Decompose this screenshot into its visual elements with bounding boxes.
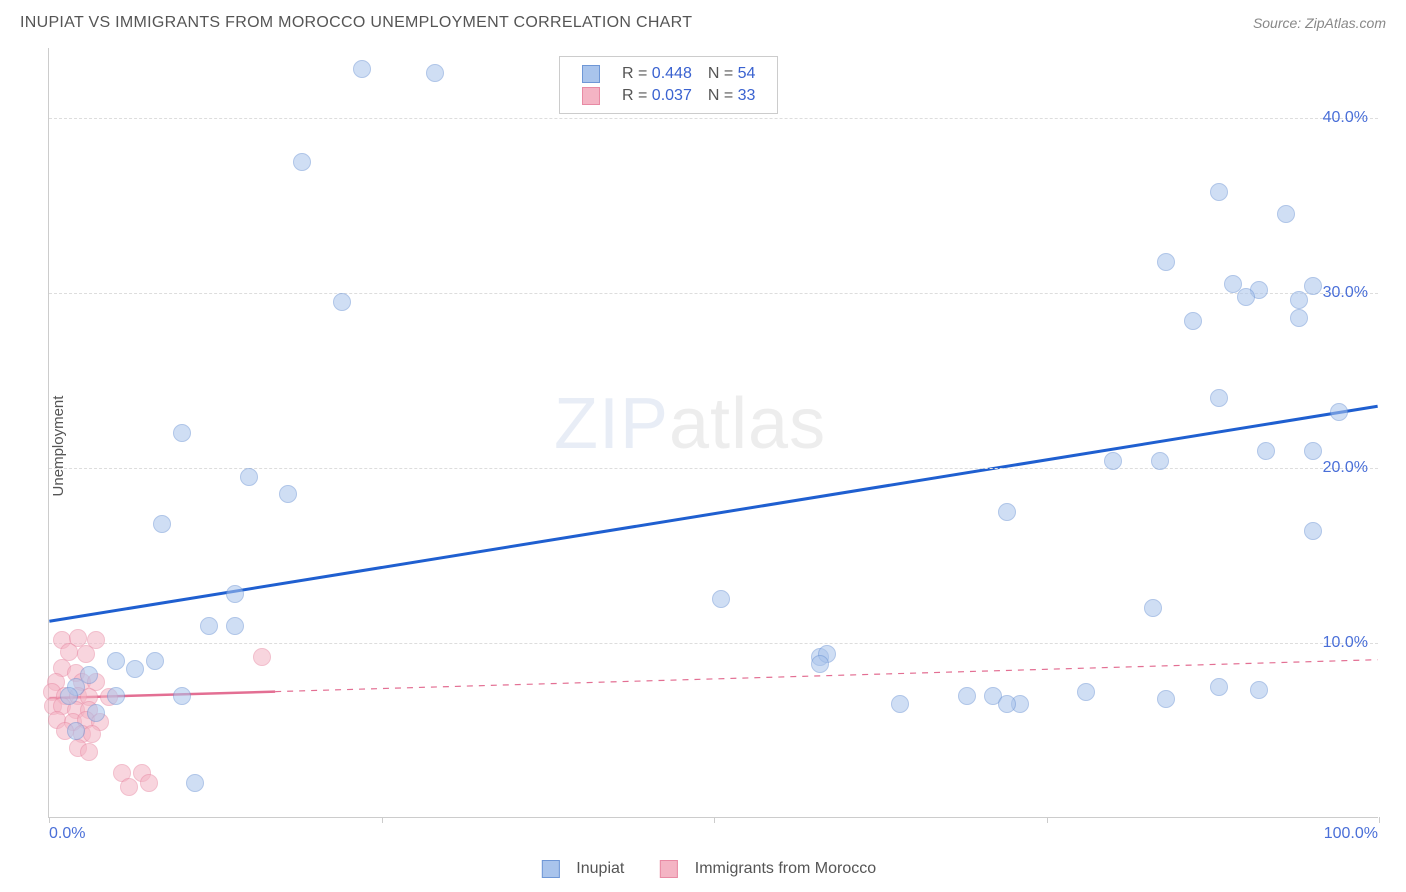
y-tick-label: 20.0% (1323, 459, 1368, 477)
x-tick (49, 817, 50, 823)
gridline (49, 118, 1378, 119)
gridline (49, 643, 1378, 644)
x-tick-label: 100.0% (1324, 825, 1378, 843)
scatter-point (1290, 309, 1308, 327)
scatter-point (1210, 678, 1228, 696)
trend-line (49, 406, 1377, 621)
scatter-point (67, 722, 85, 740)
legend-item: Immigrants from Morocco (648, 860, 876, 877)
scatter-point (1330, 403, 1348, 421)
x-tick (1047, 817, 1048, 823)
scatter-point (1144, 599, 1162, 617)
scatter-point (146, 652, 164, 670)
y-tick-label: 30.0% (1323, 284, 1368, 302)
scatter-point (1157, 253, 1175, 271)
plot-area: ZIPatlas R = 0.448 N = 54 R = 0.037 N = … (48, 48, 1378, 818)
x-tick (1379, 817, 1380, 823)
scatter-point (107, 652, 125, 670)
scatter-point (153, 515, 171, 533)
scatter-point (279, 485, 297, 503)
trend-lines-layer (49, 48, 1378, 817)
scatter-point (173, 424, 191, 442)
gridline (49, 293, 1378, 294)
scatter-point (226, 585, 244, 603)
scatter-point (1151, 452, 1169, 470)
scatter-point (173, 687, 191, 705)
scatter-point (107, 687, 125, 705)
legend-table: R = 0.448 N = 54 R = 0.037 N = 33 (574, 63, 763, 107)
scatter-point (1290, 291, 1308, 309)
scatter-point (77, 645, 95, 663)
legend-item: Inupiat (530, 860, 624, 877)
source-label: Source: ZipAtlas.com (1253, 15, 1386, 31)
scatter-point (333, 293, 351, 311)
scatter-point (1277, 205, 1295, 223)
y-tick-label: 40.0% (1323, 109, 1368, 127)
scatter-point (712, 590, 730, 608)
scatter-point (1250, 681, 1268, 699)
scatter-point (1304, 442, 1322, 460)
x-tick (714, 817, 715, 823)
scatter-point (1077, 683, 1095, 701)
x-tick (382, 817, 383, 823)
correlation-legend: R = 0.448 N = 54 R = 0.037 N = 33 (559, 56, 778, 114)
scatter-point (87, 704, 105, 722)
series-legend: Inupiat Immigrants from Morocco (518, 860, 888, 878)
scatter-point (811, 655, 829, 673)
scatter-point (293, 153, 311, 171)
scatter-point (998, 503, 1016, 521)
scatter-point (240, 468, 258, 486)
scatter-point (83, 725, 101, 743)
scatter-point (140, 774, 158, 792)
x-tick-label: 0.0% (49, 825, 85, 843)
scatter-point (1257, 442, 1275, 460)
scatter-point (1104, 452, 1122, 470)
scatter-point (126, 660, 144, 678)
scatter-point (1304, 277, 1322, 295)
scatter-point (200, 617, 218, 635)
scatter-point (253, 648, 271, 666)
scatter-point (891, 695, 909, 713)
scatter-point (120, 778, 138, 796)
scatter-point (186, 774, 204, 792)
watermark: ZIPatlas (554, 383, 826, 465)
scatter-point (998, 695, 1016, 713)
scatter-point (80, 743, 98, 761)
scatter-point (1210, 183, 1228, 201)
scatter-point (226, 617, 244, 635)
scatter-point (353, 60, 371, 78)
scatter-point (1157, 690, 1175, 708)
y-tick-label: 10.0% (1323, 634, 1368, 652)
scatter-point (80, 666, 98, 684)
chart-title: INUPIAT VS IMMIGRANTS FROM MOROCCO UNEMP… (20, 14, 692, 32)
chart-header: INUPIAT VS IMMIGRANTS FROM MOROCCO UNEMP… (20, 14, 1386, 32)
scatter-point (1184, 312, 1202, 330)
scatter-point (60, 687, 78, 705)
scatter-point (958, 687, 976, 705)
scatter-point (1304, 522, 1322, 540)
scatter-point (1237, 288, 1255, 306)
scatter-point (426, 64, 444, 82)
scatter-point (1210, 389, 1228, 407)
